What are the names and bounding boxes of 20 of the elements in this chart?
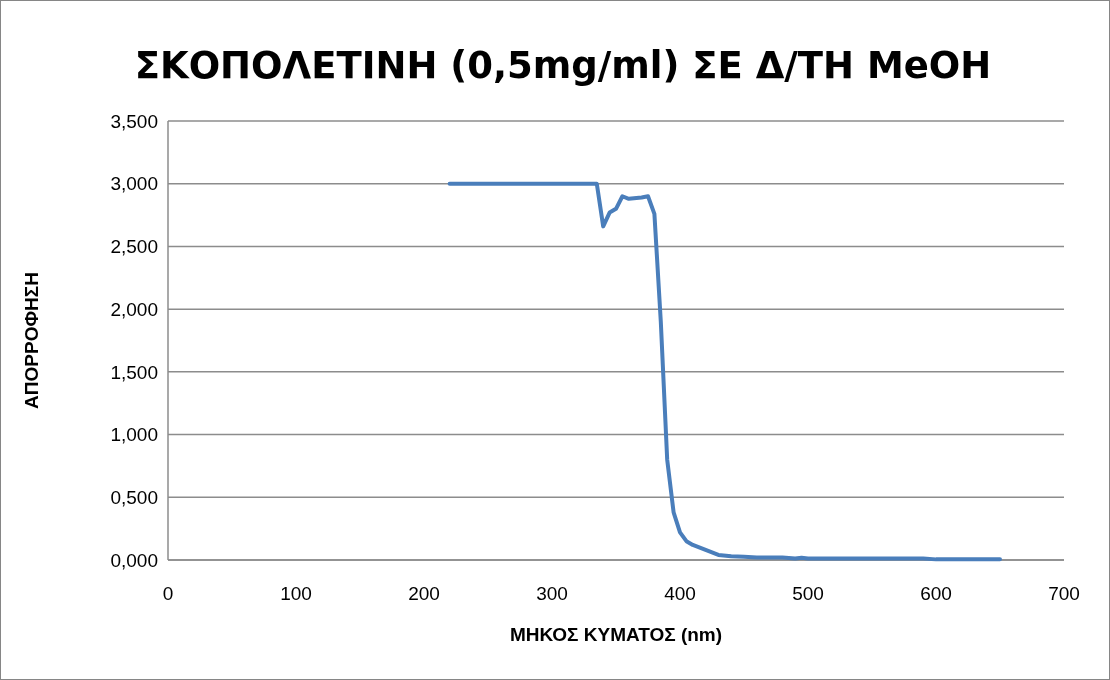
line-series [447,181,1002,562]
y-axis-title: ΑΠΟΡΡΟΦΗΣΗ [21,272,42,409]
y-tick-label: 0,000 [110,549,158,571]
x-tick-label: 300 [536,583,568,604]
y-tick-label: 3,500 [110,110,158,132]
x-tick-label: 400 [664,583,696,604]
x-axis-title: ΜΗΚΟΣ ΚΥΜΑΤΟΣ (nm) [509,624,723,645]
x-tick-label: 500 [792,583,824,604]
x-tick-label: 100 [280,583,312,604]
y-tick-label: 0,500 [110,486,158,508]
y-tick-label: 1,000 [110,424,158,446]
x-tick-label: 200 [408,583,440,604]
y-tick-label: 2,000 [110,298,158,320]
y-tick-label: 3,000 [110,173,158,195]
y-tick-label: 2,500 [110,236,158,258]
x-tick-label: 0 [162,583,174,604]
y-tick-label: 1,500 [110,361,158,383]
chart-title: ΣΚΟΠΟΛΕΤΙΝΗ (0,5mg/ml) ΣΕ Δ/ΤΗ MeOH [134,44,992,87]
x-tick-label: 700 [1048,583,1080,604]
x-tick-label: 600 [920,583,952,604]
